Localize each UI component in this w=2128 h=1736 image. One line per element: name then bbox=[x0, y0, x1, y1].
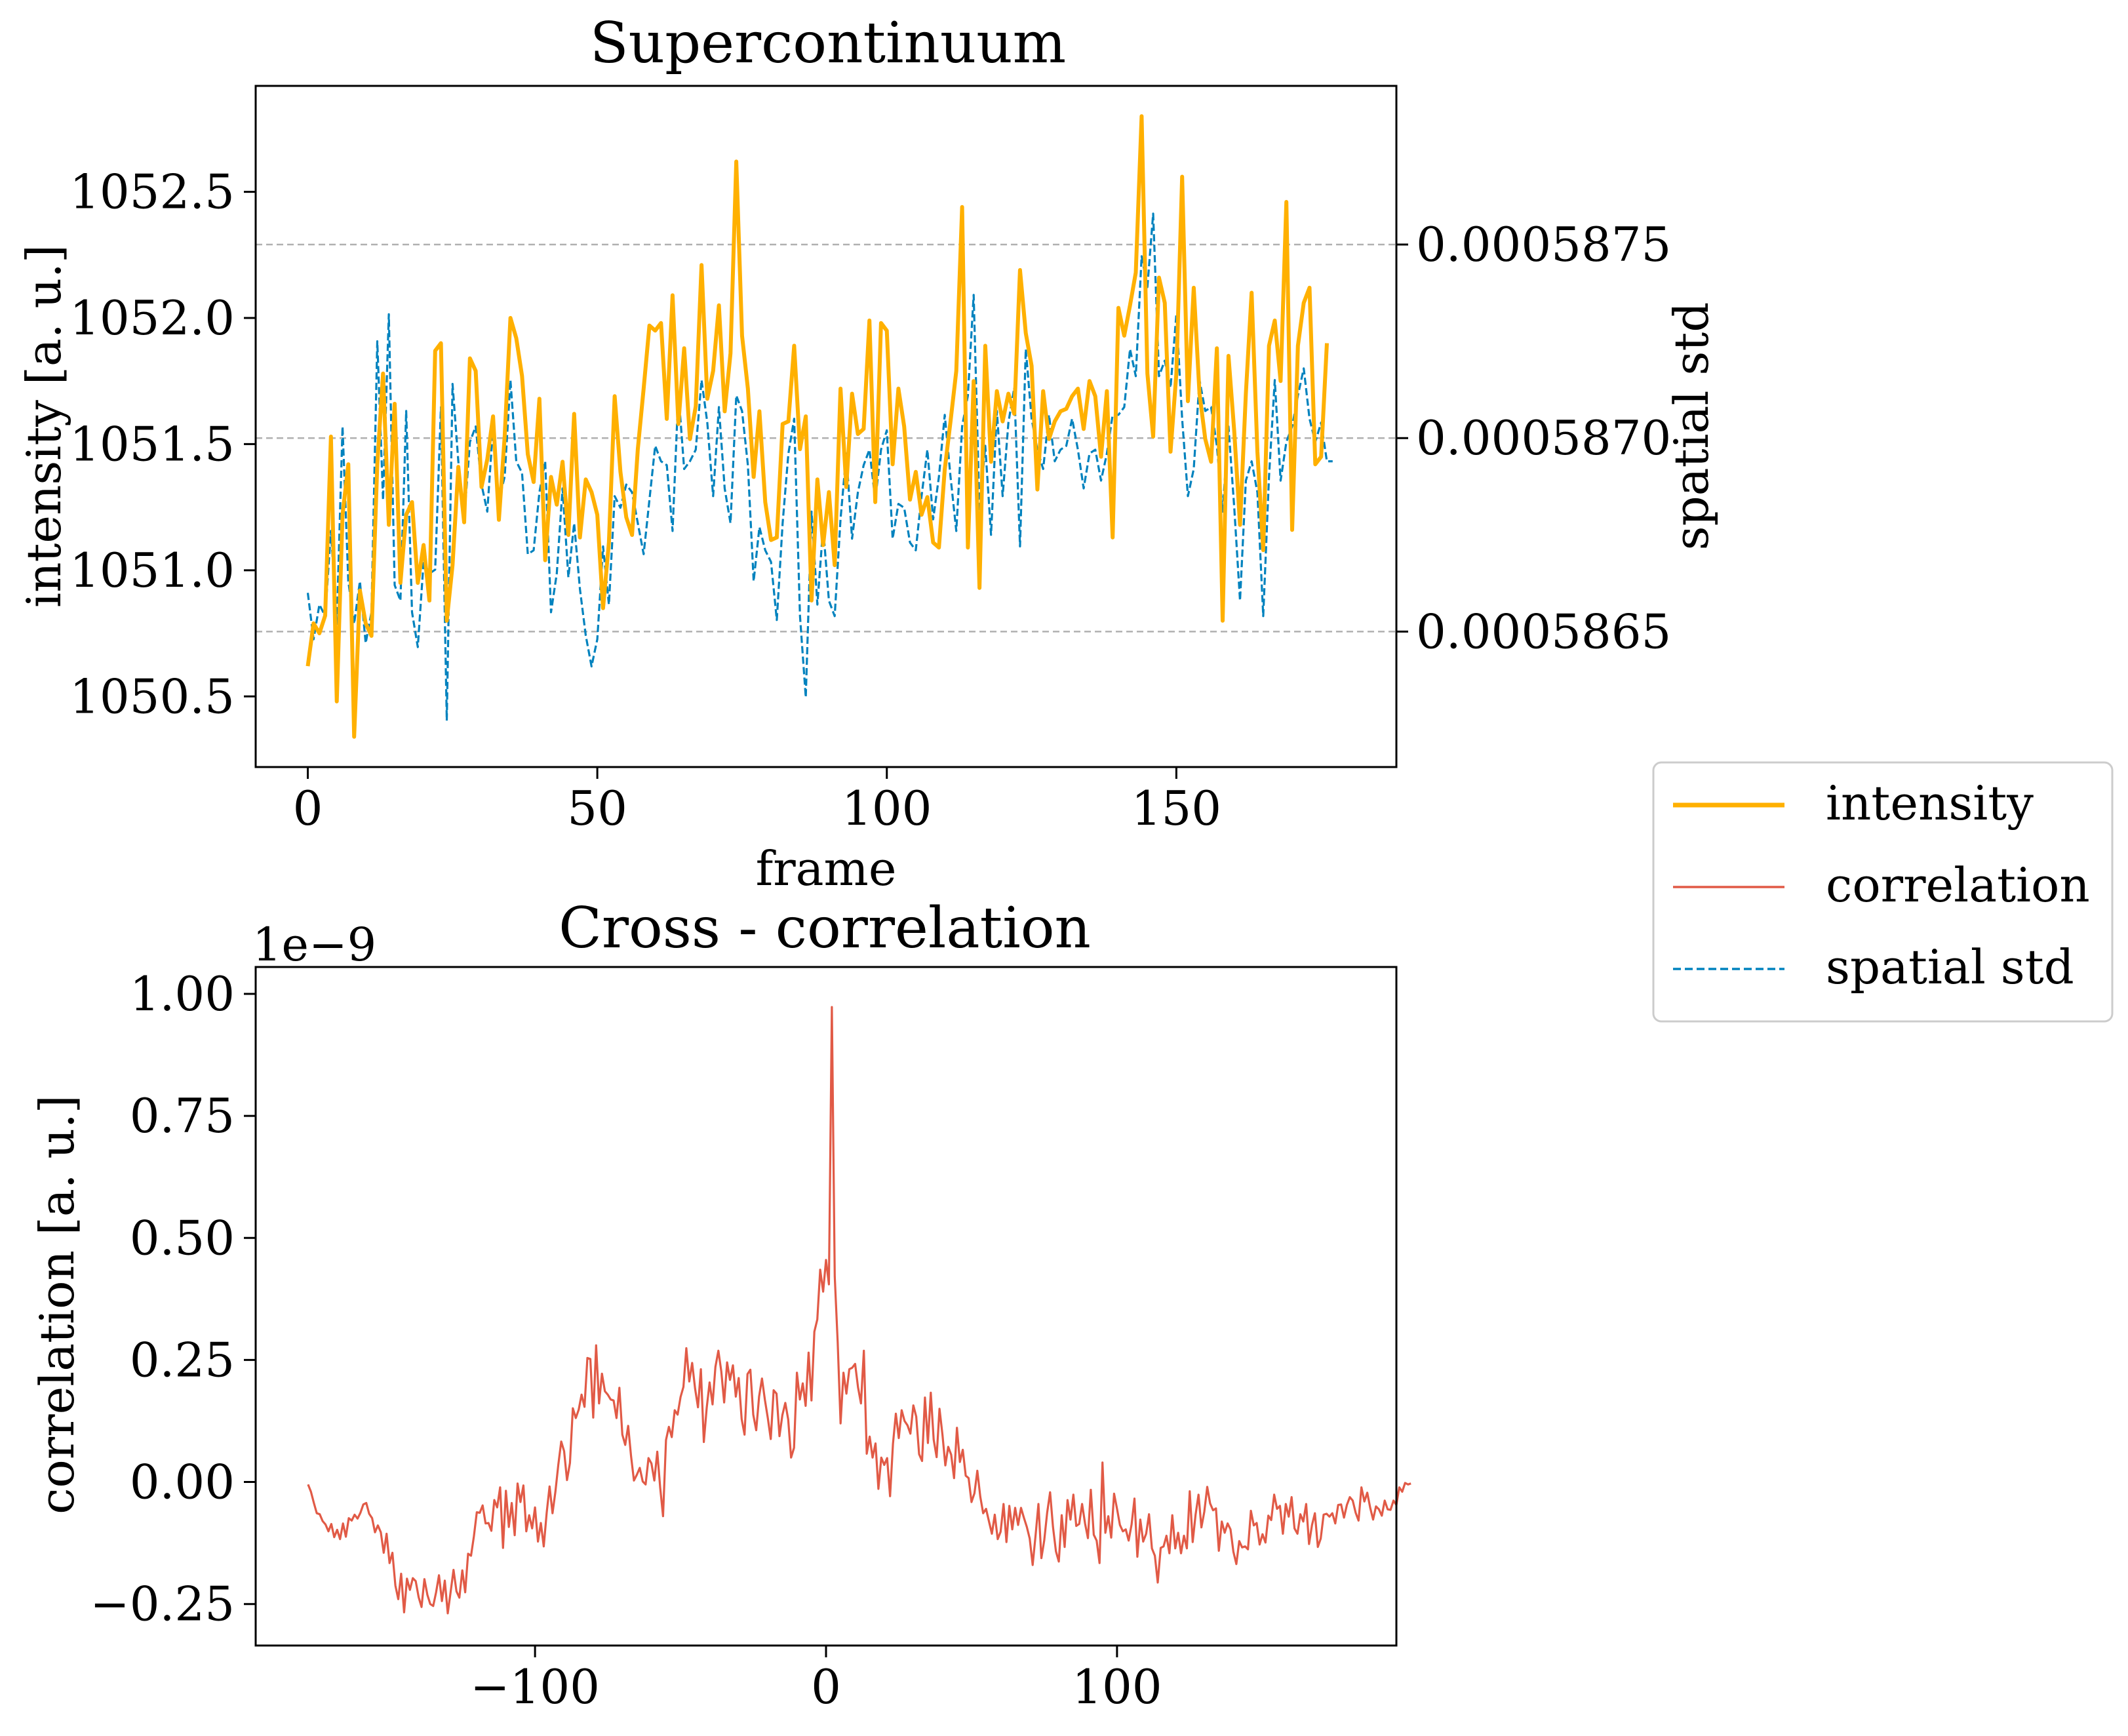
bottom-xtick-label-2: 100 bbox=[1072, 1659, 1162, 1714]
legend-label-spatial-std: spatial std bbox=[1826, 939, 2074, 995]
bottom-ytick-label-5: 1.00 bbox=[130, 966, 235, 1021]
bottom-ylabel: correlation [a. u.] bbox=[30, 1095, 85, 1514]
top-series-group bbox=[305, 114, 1333, 739]
bottom-ytick-label-2: 0.25 bbox=[130, 1332, 235, 1387]
legend-label-correlation: correlation bbox=[1826, 858, 2090, 913]
bottom-panel: Cross - correlation 1e−9 −100 0 100 −0.25 0.… bbox=[30, 896, 1411, 1714]
top-series-line-spatial-std bbox=[306, 212, 1333, 722]
bottom-ytick-label-0: −0.25 bbox=[90, 1577, 235, 1632]
top-xtick-label-0: 0 bbox=[293, 781, 323, 836]
top-panel: Supercontinuum 0 50 100 150 1050.5 1051.0 1051… bbox=[16, 10, 1719, 896]
top-y2tick-label-0: 0.0005865 bbox=[1416, 604, 1671, 659]
bottom-title: Cross - correlation bbox=[559, 896, 1091, 961]
top-xtick-label-3: 150 bbox=[1132, 781, 1221, 836]
legend-label-intensity: intensity bbox=[1826, 776, 2034, 831]
top-xlabel: frame bbox=[756, 841, 897, 896]
bottom-series-group bbox=[307, 1006, 1411, 1615]
top-ytick-label-2: 1051.5 bbox=[69, 416, 235, 471]
bottom-ticks: −100 0 100 −0.25 0.00 0.25 0.50 0.75 1.00 bbox=[90, 966, 1162, 1714]
bottom-plot-frame bbox=[254, 966, 1398, 1647]
bottom-xtick-label-1: 0 bbox=[811, 1659, 841, 1714]
bottom-offset-text: 1e−9 bbox=[252, 918, 376, 972]
top-title: Supercontinuum bbox=[590, 10, 1066, 76]
top-ticks: 0 50 100 150 1050.5 1051.0 1051.5 1052.0 1052.5 0… bbox=[69, 165, 1671, 836]
top-plot-frame bbox=[254, 85, 1398, 768]
top-ytick-label-1: 1051.0 bbox=[69, 543, 235, 598]
top-ytick-label-4: 1052.5 bbox=[69, 165, 235, 220]
bottom-xtick-label-0: −100 bbox=[470, 1659, 600, 1714]
bottom-ytick-label-4: 0.75 bbox=[130, 1088, 235, 1143]
top-series-line-intensity bbox=[305, 114, 1329, 739]
bottom-ytick-label-1: 0.00 bbox=[130, 1455, 235, 1510]
top-ytick-label-0: 1050.5 bbox=[69, 669, 235, 724]
top-ylabel: intensity [a. u.] bbox=[16, 245, 71, 608]
top-y2tick-label-1: 0.0005870 bbox=[1416, 410, 1671, 465]
top-xtick-label-2: 100 bbox=[842, 781, 932, 836]
legend-frame bbox=[1652, 761, 2114, 1023]
bottom-ytick-label-3: 0.50 bbox=[130, 1210, 235, 1265]
bottom-series-line-correlation bbox=[307, 1006, 1411, 1615]
top-xtick-label-1: 50 bbox=[567, 781, 627, 836]
top-ytick-label-3: 1052.0 bbox=[69, 290, 235, 345]
legend: intensity correlation spatial std bbox=[1652, 761, 2114, 1023]
top-y2tick-label-2: 0.0005875 bbox=[1416, 217, 1671, 272]
top-y2label: spatial std bbox=[1664, 302, 1719, 551]
